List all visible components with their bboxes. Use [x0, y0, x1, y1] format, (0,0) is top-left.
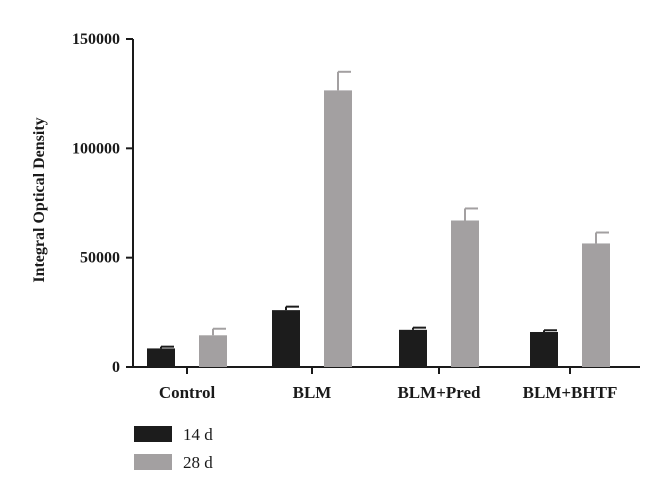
bar-14d [272, 310, 300, 367]
y-tick-label: 100000 [72, 140, 120, 157]
bars [147, 70, 610, 368]
x-tick-label: Control [159, 383, 216, 402]
legend-swatch [134, 454, 172, 470]
y-tick-label: 50000 [80, 250, 120, 267]
bar-14d [530, 332, 558, 367]
bar-28d [199, 335, 227, 367]
x-tick-label: BLM [293, 383, 332, 402]
legend: 14 d 28 d [134, 425, 213, 472]
x-tick-label: BLM+BHTF [523, 383, 618, 402]
legend-swatch [134, 426, 172, 442]
axes: 0 50000 100000 150000 Control BLM BLM+Pred BLM+… [72, 31, 640, 402]
bar-28d [582, 243, 610, 367]
bar-28d [324, 90, 352, 368]
y-tick-label: 150000 [72, 31, 120, 48]
bar-28d [451, 220, 479, 367]
x-tick-label: BLM+Pred [397, 383, 481, 402]
y-tick-label: 0 [112, 359, 120, 376]
bar-14d [399, 329, 427, 367]
y-axis-label: Integral Optical Density [31, 117, 48, 282]
legend-label: 28 d [183, 453, 213, 472]
legend-label: 14 d [183, 425, 213, 444]
bar-14d [147, 348, 175, 367]
